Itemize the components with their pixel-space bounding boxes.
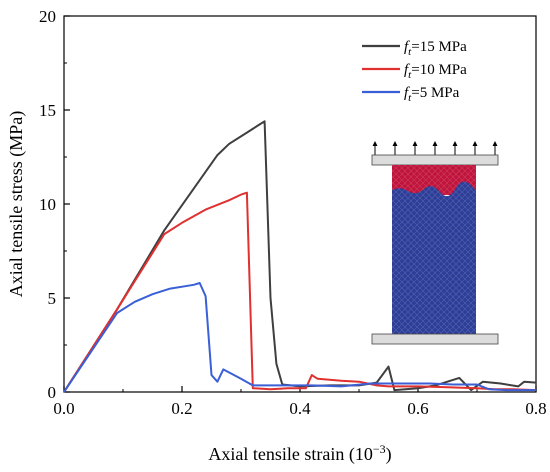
tension-arrow-head [392, 141, 398, 146]
specimen-inset [371, 141, 499, 345]
tension-arrow-head [492, 141, 498, 146]
series-line-1 [63, 191, 537, 393]
x-tick-label: 0.0 [53, 399, 74, 418]
legend-label-2: ft=5 MPa [404, 85, 460, 104]
x-tick-label: 0.4 [289, 399, 311, 418]
y-tick-label: 5 [48, 289, 57, 308]
legend-label-0: ft=15 MPa [404, 39, 467, 58]
tension-arrow-head [372, 141, 378, 146]
legend-label-1: ft=10 MPa [404, 62, 467, 81]
x-axis-title: Axial tensile strain (10−3) [208, 442, 391, 465]
axis-ticks: 0.0 0.2 0.4 0.6 0.8 0 5 10 15 20 [39, 7, 547, 418]
legend: ft=15 MPa ft=10 MPa ft=5 MPa [362, 39, 467, 104]
tension-arrows [372, 141, 498, 155]
tension-arrow-head [472, 141, 478, 146]
tension-arrow-head [432, 141, 438, 146]
top-loading-plate [371, 154, 499, 166]
y-tick-label: 10 [39, 195, 56, 214]
series-group [63, 120, 537, 393]
tension-arrow-head [452, 141, 458, 146]
y-axis-title: Axial tensile stress (MPa) [6, 111, 27, 297]
y-tick-label: 15 [39, 101, 56, 120]
x-tick-label: 0.6 [407, 399, 428, 418]
series-line-2 [63, 282, 536, 393]
x-tick-label: 0.2 [171, 399, 192, 418]
bottom-loading-plate [371, 333, 499, 345]
specimen-mesh [392, 165, 476, 334]
x-tick-label: 0.8 [525, 399, 546, 418]
y-tick-label: 20 [39, 7, 56, 26]
tension-arrow-head [412, 141, 418, 146]
y-tick-label: 0 [48, 383, 57, 402]
